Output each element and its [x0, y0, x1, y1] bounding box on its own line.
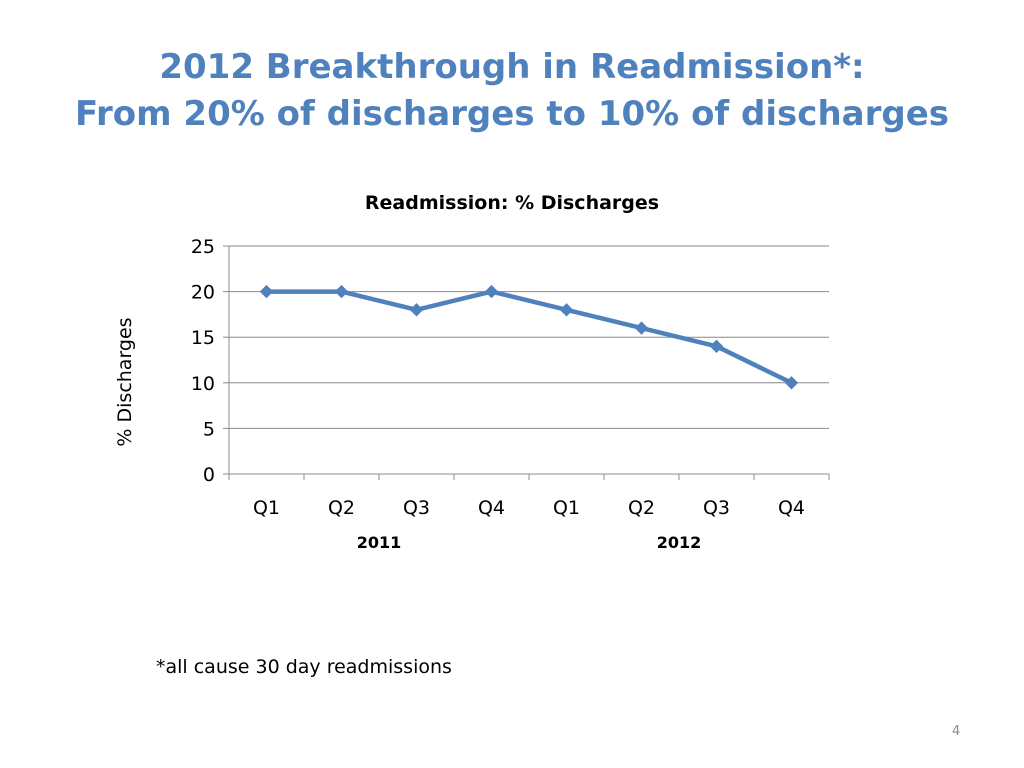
- y-tick-label: 20: [191, 282, 215, 304]
- data-point-marker: [784, 376, 799, 390]
- x-tick-label: Q2: [328, 497, 355, 519]
- slide-title-line-1: 2012 Breakthrough in Readmission*:: [159, 47, 865, 87]
- x-tick-label: Q3: [403, 497, 430, 519]
- data-point-marker: [559, 303, 574, 317]
- x-tick-label: Q2: [628, 497, 655, 519]
- data-point-marker: [259, 284, 274, 299]
- x-group-label: 2011: [357, 533, 402, 552]
- data-point-marker: [484, 284, 499, 299]
- page-number: 4: [952, 724, 961, 739]
- data-point-marker: [709, 339, 724, 354]
- slide-title-line-2: From 20% of discharges to 10% of dischar…: [74, 94, 949, 134]
- data-point-marker: [409, 303, 424, 317]
- y-tick-label: 0: [203, 464, 215, 486]
- footnote: *all cause 30 day readmissions: [156, 656, 452, 678]
- data-point-marker: [334, 284, 349, 299]
- x-tick-label: Q3: [703, 497, 730, 519]
- y-tick-label: 5: [203, 418, 215, 440]
- data-point-marker: [634, 321, 649, 335]
- y-tick-label: 25: [191, 236, 215, 258]
- chart-title: Readmission: % Discharges: [364, 192, 660, 214]
- x-tick-label: Q4: [478, 497, 505, 519]
- series-line: [264, 289, 794, 386]
- y-axis-title: % Discharges: [114, 317, 136, 446]
- slide-title: 2012 Breakthrough in Readmission*: From …: [0, 44, 1024, 138]
- y-tick-label: 15: [191, 327, 215, 349]
- y-tick-label: 10: [191, 373, 215, 395]
- x-tick-label: Q4: [778, 497, 805, 519]
- x-tick-label: Q1: [253, 497, 280, 519]
- x-tick-label: Q1: [553, 497, 580, 519]
- x-group-label: 2012: [657, 533, 702, 552]
